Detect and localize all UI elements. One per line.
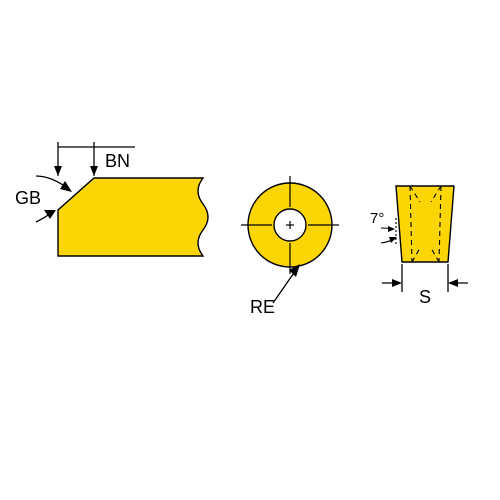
s-label: S — [419, 287, 431, 307]
re-leader — [273, 264, 300, 303]
technical-diagram: BN GB RE — [0, 0, 500, 500]
gb-label: GB — [15, 188, 41, 208]
side-view: BN GB — [15, 142, 208, 256]
top-view: RE — [241, 176, 339, 317]
re-label: RE — [250, 297, 275, 317]
side-body — [58, 178, 208, 256]
front-view: 7° S — [370, 186, 468, 307]
crosshairs — [241, 176, 339, 274]
angle-label: 7° — [370, 210, 384, 227]
bn-label: BN — [105, 151, 130, 171]
front-body — [396, 186, 454, 262]
